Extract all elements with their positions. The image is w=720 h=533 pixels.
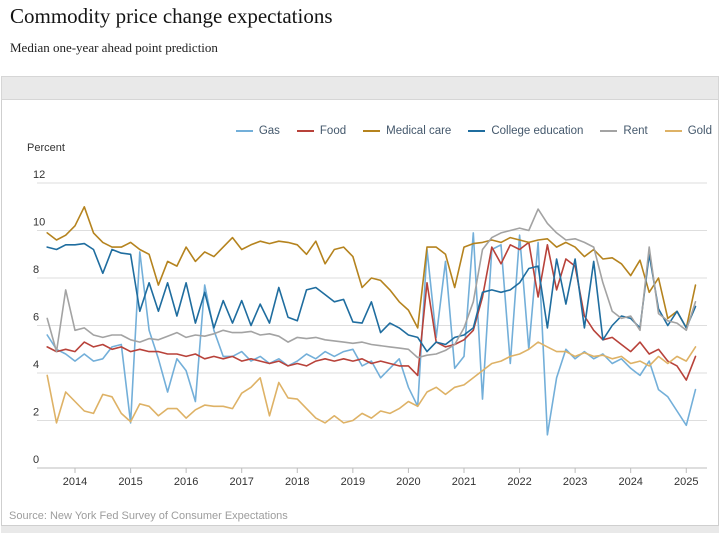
source-note: Source: New York Fed Survey of Consumer … xyxy=(9,510,288,522)
y-tick-label: 0 xyxy=(33,454,39,466)
x-tick-label: 2014 xyxy=(63,476,87,488)
legend-swatch xyxy=(363,130,381,132)
legend-item-medical-care[interactable]: Medical care xyxy=(363,125,451,137)
legend-swatch xyxy=(664,130,682,132)
x-tick-label: 2018 xyxy=(285,476,309,488)
y-axis-title: Percent xyxy=(27,142,65,154)
x-tick-label: 2020 xyxy=(396,476,420,488)
legend-item-rent[interactable]: Rent xyxy=(600,125,648,137)
y-tick-label: 10 xyxy=(33,217,45,229)
legend-item-food[interactable]: Food xyxy=(296,125,347,137)
x-tick-label: 2023 xyxy=(563,476,587,488)
x-tick-label: 2022 xyxy=(507,476,531,488)
x-tick-label: 2016 xyxy=(174,476,198,488)
y-tick-label: 2 xyxy=(33,407,39,419)
legend-label: Gas xyxy=(258,125,280,137)
y-tick-label: 6 xyxy=(33,312,39,324)
x-tick-label: 2015 xyxy=(118,476,142,488)
series-college-education xyxy=(46,242,697,353)
y-tick-label: 8 xyxy=(33,264,39,276)
legend-label: College education xyxy=(491,125,584,137)
legend-label: Food xyxy=(319,125,347,137)
x-tick-label: 2025 xyxy=(674,476,698,488)
x-tick-label: 2024 xyxy=(618,476,642,488)
page-title: Commodity price change expectations xyxy=(10,4,333,28)
series-medical-care xyxy=(46,206,697,329)
page-subtitle: Median one-year ahead point prediction xyxy=(10,40,218,55)
legend-swatch xyxy=(235,130,253,132)
x-axis xyxy=(74,468,687,473)
legend-item-gas[interactable]: Gas xyxy=(235,125,280,137)
series-rent xyxy=(46,208,697,359)
legend-label: Gold xyxy=(687,125,712,137)
x-tick-label: 2019 xyxy=(341,476,365,488)
legend-label: Medical care xyxy=(386,125,452,137)
x-tick-label: 2021 xyxy=(452,476,476,488)
legend-item-gold[interactable]: Gold xyxy=(664,125,712,137)
legend-label: Rent xyxy=(623,125,648,137)
y-tick-label: 4 xyxy=(33,359,39,371)
series-food xyxy=(46,241,697,381)
legend-swatch xyxy=(600,130,618,132)
series-gold xyxy=(46,341,697,424)
legend-item-college-education[interactable]: College education xyxy=(468,125,583,137)
legend-swatch xyxy=(468,130,486,132)
footer-strip xyxy=(1,525,719,533)
legend-swatch xyxy=(296,130,314,132)
chart-legend: Gas Food Medical care College education Rent… xyxy=(235,125,712,137)
y-tick-label: 12 xyxy=(33,169,45,181)
y-gridlines xyxy=(37,182,707,469)
toolbar-strip xyxy=(1,76,719,100)
x-tick-label: 2017 xyxy=(229,476,253,488)
